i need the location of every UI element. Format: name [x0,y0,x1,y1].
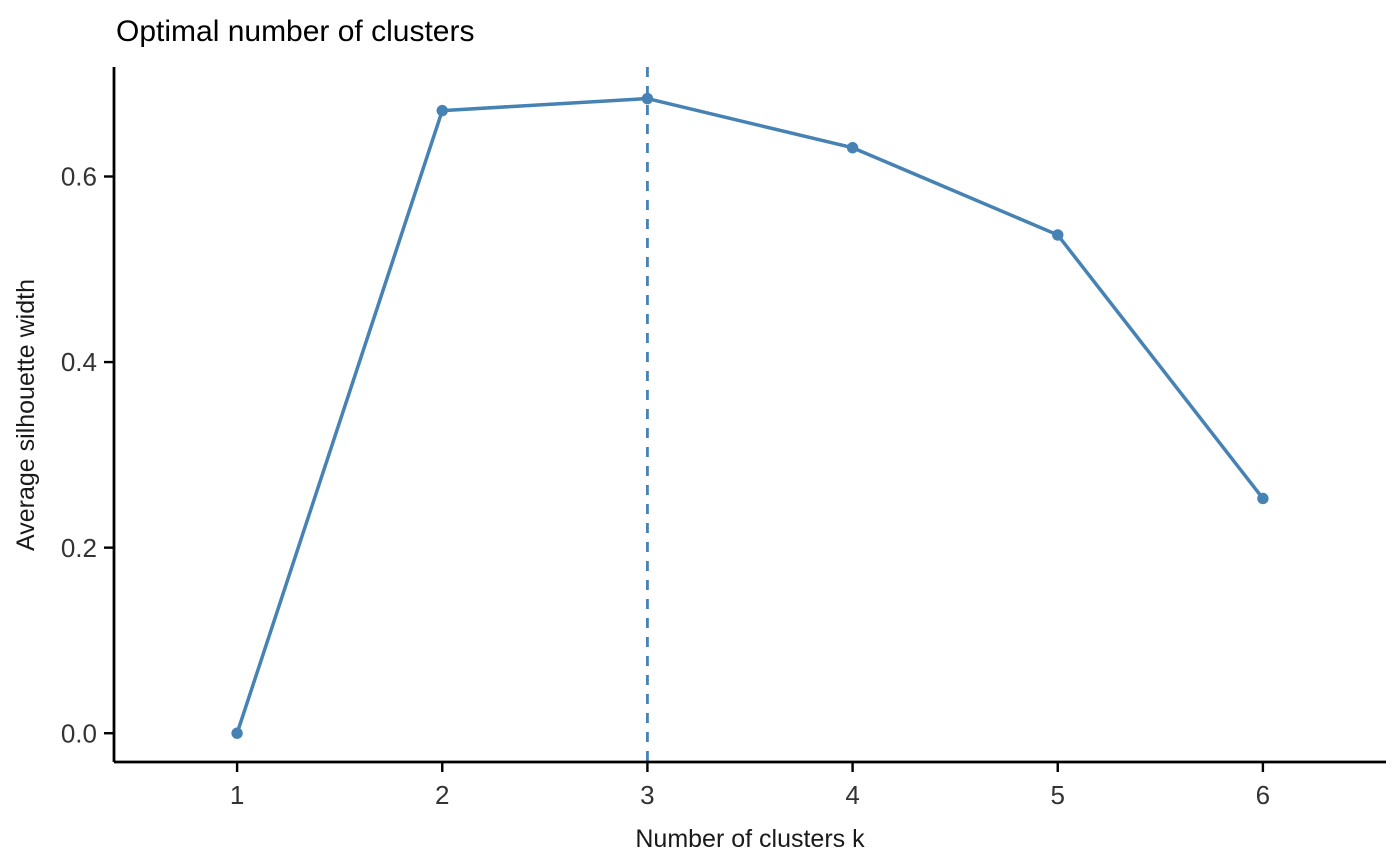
x-tick-label: 1 [230,780,244,810]
data-point [846,142,859,154]
y-tick-label: 0.4 [61,347,97,377]
data-point [1052,229,1064,241]
data-point [1257,492,1269,505]
x-tick-label: 4 [845,780,859,810]
x-tick-label: 2 [435,780,449,810]
data-point [231,727,243,739]
x-axis-title: Number of clusters k [635,825,865,853]
x-tick-label: 6 [1256,780,1270,810]
y-axis-title: Average silhouette width [12,279,40,551]
y-tick-label: 0.6 [61,162,97,192]
data-point [436,104,448,117]
x-tick-label: 5 [1051,780,1065,810]
series-line [231,92,1269,739]
chart-title: Optimal number of clusters [116,15,474,48]
y-tick-label: 0.0 [61,718,97,748]
data-point [641,92,654,105]
y-tick-label: 0.2 [61,533,97,563]
axes: 1 2 3 4 5 6 0.0 0.2 0.4 0.6 [61,67,1386,810]
x-tick-label: 3 [640,780,654,810]
series-path [235,96,1265,735]
